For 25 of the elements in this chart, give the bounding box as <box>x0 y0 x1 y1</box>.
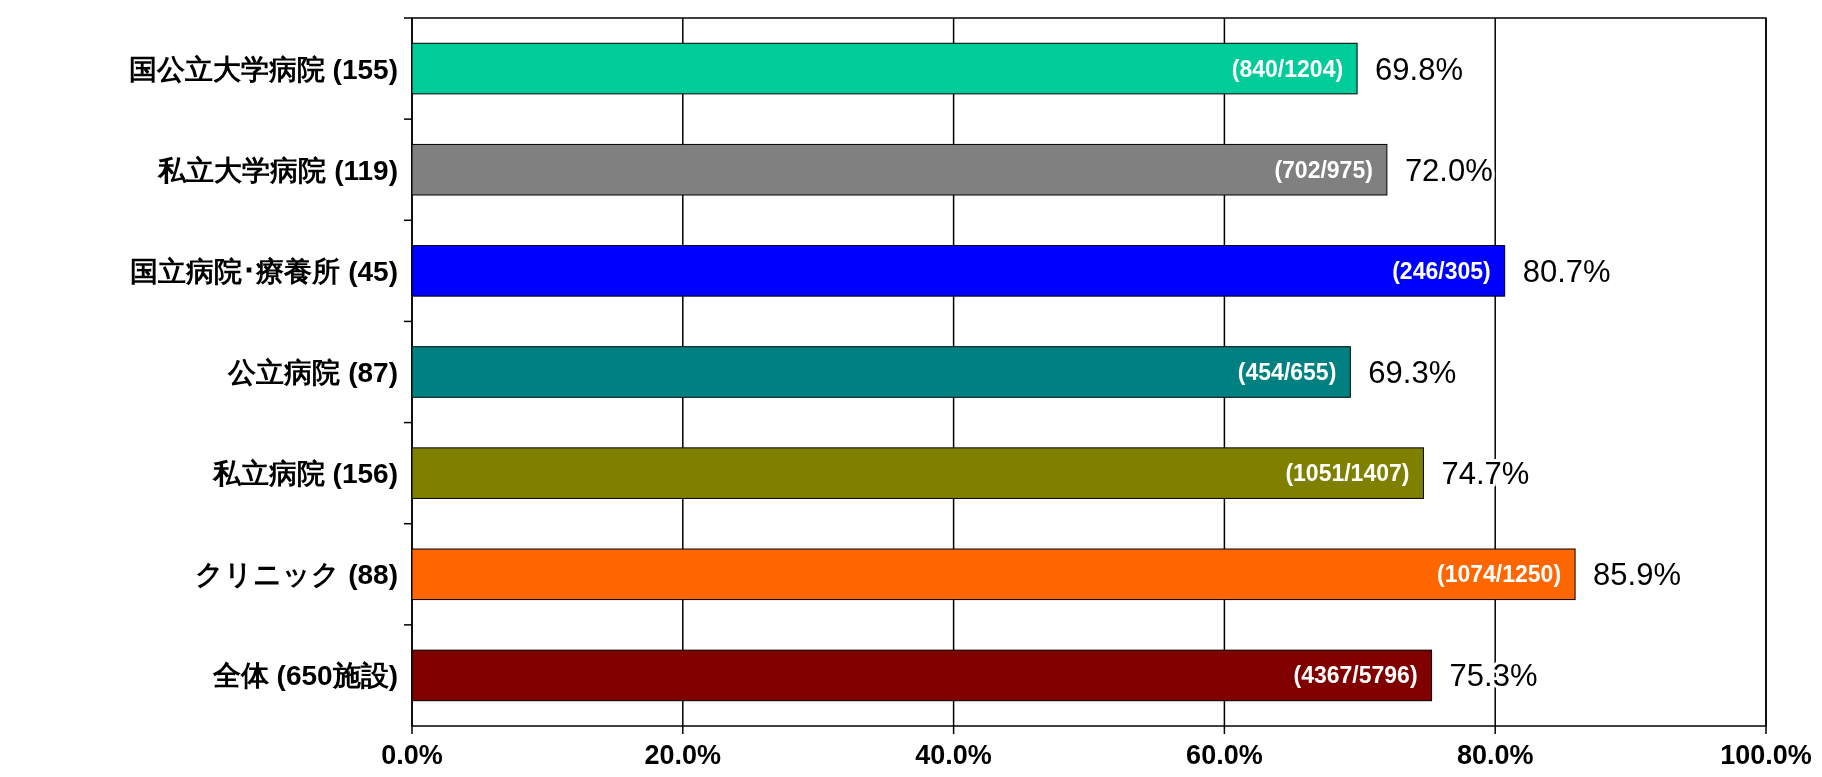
annotation: (4367/5796) <box>1293 662 1418 689</box>
x-tick-label: 40.0% <box>915 740 992 770</box>
y-tick-label: 国立病院･療養所 (45) <box>130 255 398 287</box>
data-label: 80.7% <box>1522 253 1611 289</box>
data-label: 72.0% <box>1404 152 1493 188</box>
x-tick-label: 60.0% <box>1186 740 1263 770</box>
annotation: (1051/1407) <box>1285 460 1410 487</box>
y-tick-label: クリニック (88) <box>195 559 398 591</box>
data-label: 69.3% <box>1368 355 1457 390</box>
x-tick-label: 0.0% <box>381 740 443 770</box>
x-tick-label: 20.0% <box>644 740 722 770</box>
annotation: (840/1204) <box>1231 55 1344 82</box>
annotation: (246/305) <box>1392 257 1491 284</box>
y-tick-label: 公立病院 (87) <box>227 357 398 388</box>
annotation: (454/655) <box>1237 359 1337 385</box>
y-tick-label: 全体 (650施設) <box>211 660 398 692</box>
annotation: (702/975) <box>1274 156 1373 183</box>
y-tick-label: 国公立大学病院 (155) <box>128 53 398 85</box>
data-label: 69.8% <box>1375 51 1463 87</box>
y-tick-label: 私立大学病院 (119) <box>157 154 398 186</box>
annotation: (1074/1250) <box>1437 561 1562 588</box>
x-tick-label: 80.0% <box>1456 740 1534 770</box>
x-tick-label: 100.0% <box>1720 740 1812 770</box>
y-tick-label: 私立病院 (156) <box>211 458 398 490</box>
data-label: 85.9% <box>1593 557 1681 593</box>
